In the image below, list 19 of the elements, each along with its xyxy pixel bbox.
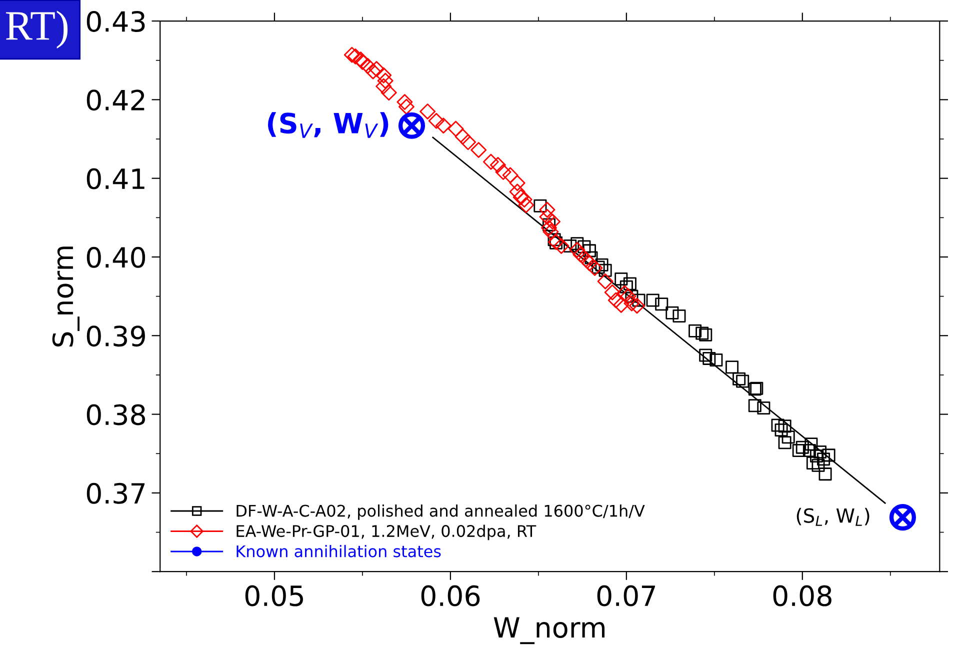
x-tick-label: 0.08 (773, 585, 832, 606)
annotation: (S$_{V}$, W$_{V}$) (268, 112, 388, 138)
y-tick-label: 0.38 (86, 404, 146, 426)
y-tick-label: 0.39 (86, 326, 145, 347)
annotation: (S$_{L}$, W$_{L}$) (796, 508, 870, 526)
y-tick-label: 0.37 (86, 482, 145, 504)
x-axis-title: W_norm (494, 617, 604, 644)
x-tick-label: 0.05 (245, 585, 303, 606)
x-tick-label: 0.06 (421, 585, 480, 606)
legend-label: EA-We-Pr-GP-01, 1.2MeV, 0.02dpa, RT (236, 524, 536, 540)
legend-label: Known annihilation states (236, 544, 441, 558)
y-axis-title: S_norm (52, 246, 80, 347)
y-tick-label: 0.40 (86, 246, 146, 268)
y-tick-label: 0.42 (86, 90, 144, 111)
text: RT) (6, 10, 68, 48)
y-tick-label: 0.43 (86, 10, 145, 32)
x-tick-label: 0.07 (597, 585, 655, 606)
legend-label: DF-W-A-C-A02, polished and annealed 1600°C/1h/V (236, 504, 645, 520)
y-tick-label: 0.41 (86, 168, 144, 190)
